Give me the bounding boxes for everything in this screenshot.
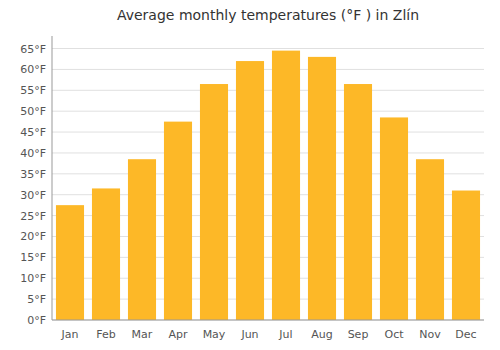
y-tick-label: 50°F	[20, 105, 46, 118]
bar	[308, 57, 336, 320]
page: {"chart_data": {"type": "bar", "title": …	[0, 0, 500, 350]
y-tick-label: 10°F	[20, 272, 46, 285]
chart-svg: Average monthly temperatures (°F ) in Zl…	[0, 0, 500, 350]
y-tick-label: 65°F	[20, 43, 46, 56]
y-tick-label: 30°F	[20, 189, 46, 202]
y-tick-label: 0°F	[27, 314, 46, 327]
grid-line	[52, 69, 484, 70]
y-tick-label: 60°F	[20, 63, 46, 76]
bar	[416, 159, 444, 320]
bar	[128, 159, 156, 320]
x-tick-label: Jan	[61, 328, 79, 341]
x-tick-label: Feb	[96, 328, 115, 341]
bar	[452, 191, 480, 320]
x-tick-label: Jun	[240, 328, 258, 341]
y-tick-label: 40°F	[20, 147, 46, 160]
bar	[164, 122, 192, 320]
title: Average monthly temperatures (°F ) in Zl…	[117, 7, 419, 23]
bar	[272, 51, 300, 320]
y-tick-label: 15°F	[20, 251, 46, 264]
grid-line	[52, 132, 484, 133]
bar	[344, 84, 372, 320]
x-tick-label: Oct	[384, 328, 404, 341]
y-tick-label: 45°F	[20, 126, 46, 139]
y-tick-label: 35°F	[20, 168, 46, 181]
grid-line	[52, 320, 484, 321]
grid-line	[52, 111, 484, 112]
y-tick-label: 55°F	[20, 84, 46, 97]
x-tick-label: Sep	[348, 328, 369, 341]
x-tick-label: Nov	[419, 328, 441, 341]
y-tick-label: 25°F	[20, 210, 46, 223]
y-tick-label: 20°F	[20, 230, 46, 243]
chart-container: Average monthly temperatures (°F ) in Zl…	[0, 0, 500, 350]
grid-line	[52, 48, 484, 49]
y-axis: 0°F 5°F 10°F 15°F 20°F 25°F 30°F 35°F 40°F 45°F 50…	[20, 43, 46, 327]
x-tick-label: Apr	[168, 328, 188, 341]
x-tick-label: May	[203, 328, 226, 341]
y-axis-line	[52, 36, 53, 320]
bar	[92, 188, 120, 320]
x-tick-label: Aug	[311, 328, 332, 341]
bars	[56, 51, 480, 320]
x-tick-label: Mar	[132, 328, 153, 341]
grid-line	[52, 90, 484, 91]
x-tick-label: Jul	[278, 328, 292, 341]
bar	[56, 205, 84, 320]
grid-line	[52, 152, 484, 153]
bar	[236, 61, 264, 320]
x-tick-label: Dec	[455, 328, 476, 341]
x-axis-line	[52, 320, 484, 321]
bar	[380, 117, 408, 320]
grid	[52, 49, 484, 320]
y-tick-label: 5°F	[27, 293, 46, 306]
x-axis: Jan Feb Mar Apr May Jun Jul Aug Sep Oct Nov Dec	[61, 328, 477, 341]
bar	[200, 84, 228, 320]
